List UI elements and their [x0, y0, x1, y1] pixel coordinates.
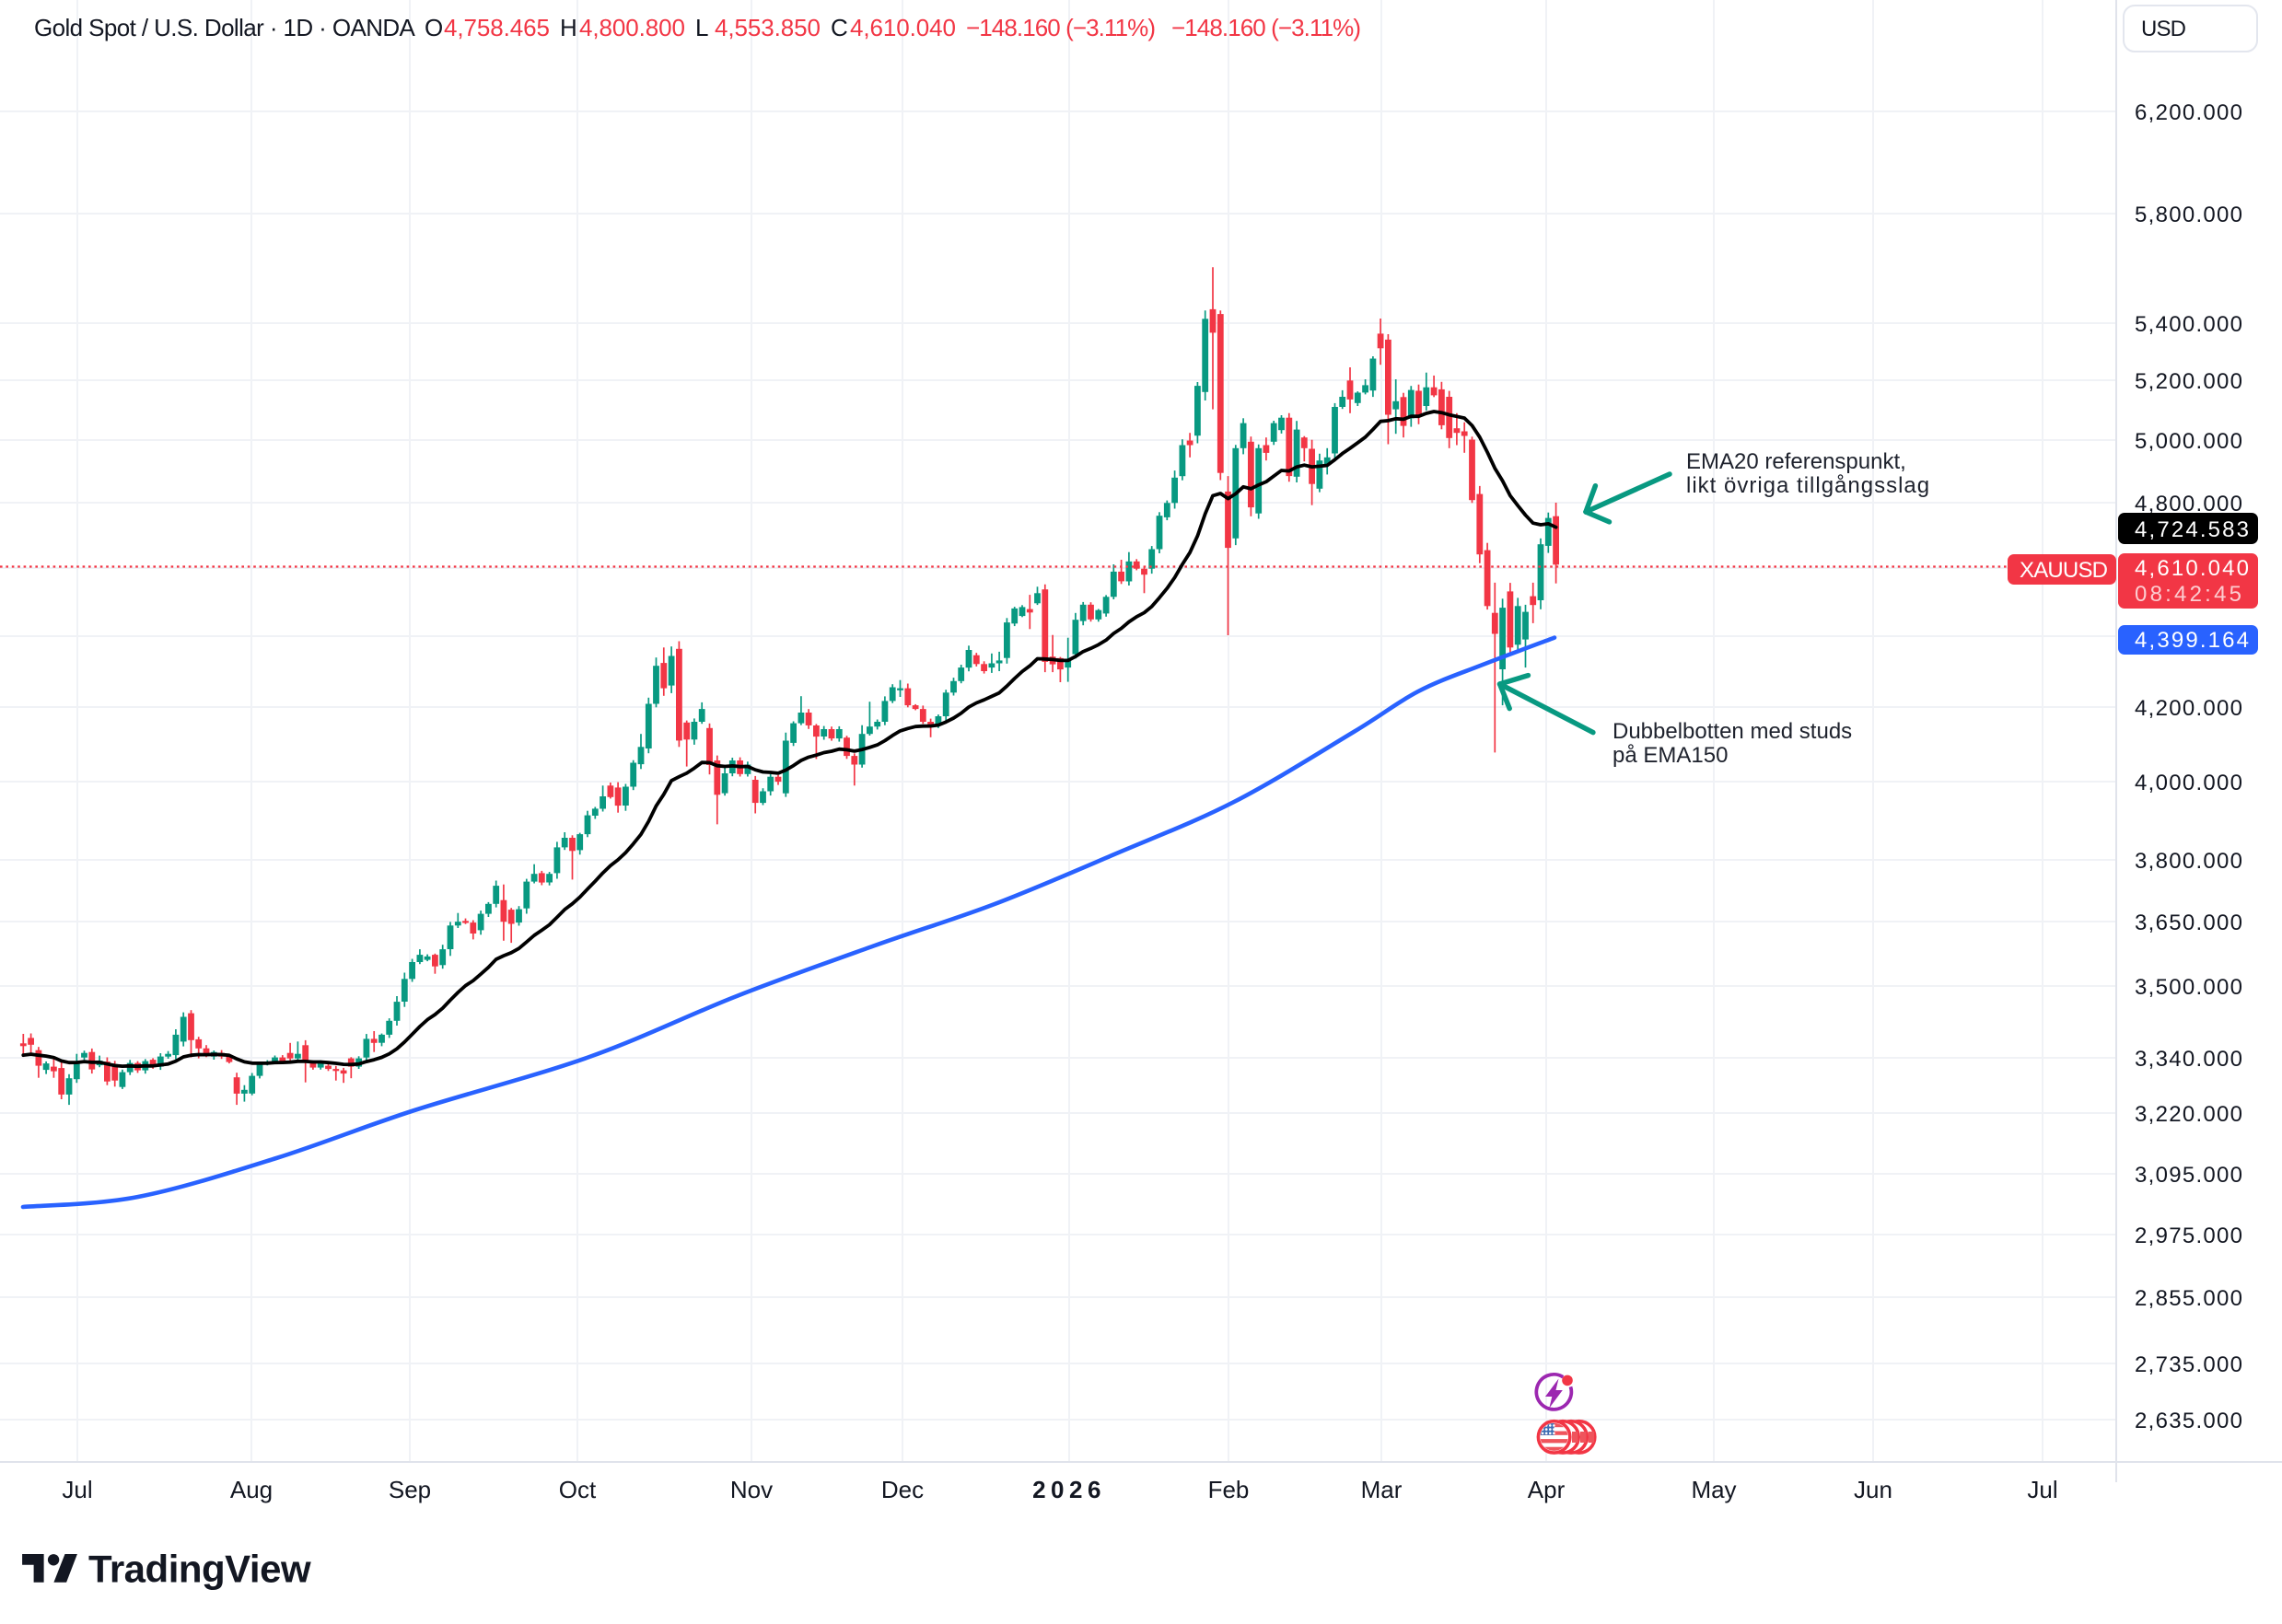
svg-text:Nov: Nov — [730, 1476, 773, 1503]
svg-text:4,800.000: 4,800.000 — [2135, 492, 2242, 516]
svg-text:5,400.000: 5,400.000 — [2135, 312, 2242, 337]
svg-text:USD: USD — [2141, 17, 2186, 41]
svg-text:på EMA150: på EMA150 — [1613, 743, 1728, 768]
svg-text:Apr: Apr — [1528, 1476, 1566, 1503]
svg-text:EMA20 referenspunkt,: EMA20 referenspunkt, — [1686, 449, 1906, 474]
svg-text:2,855.000: 2,855.000 — [2135, 1286, 2242, 1311]
svg-text:4,758.465: 4,758.465 — [444, 14, 550, 41]
svg-text:Dec: Dec — [881, 1476, 924, 1503]
svg-text:Gold Spot / U.S. Dollar · 1D ·: Gold Spot / U.S. Dollar · 1D · OANDA — [34, 14, 416, 41]
svg-text:Dubbelbotten med studs: Dubbelbotten med studs — [1613, 719, 1852, 744]
svg-text:4,610.040: 4,610.040 — [850, 14, 956, 41]
svg-text:O: O — [425, 14, 443, 41]
svg-text:5,000.000: 5,000.000 — [2135, 429, 2242, 454]
svg-text:Oct: Oct — [559, 1476, 597, 1503]
svg-text:TradingView: TradingView — [88, 1548, 311, 1591]
svg-text:5,800.000: 5,800.000 — [2135, 203, 2242, 227]
svg-text:4,553.850: 4,553.850 — [715, 14, 821, 41]
svg-text:likt övriga tillgångsslag: likt övriga tillgångsslag — [1686, 473, 1930, 498]
svg-text:4,200.000: 4,200.000 — [2135, 696, 2242, 721]
svg-text:−148.160 (−3.11%): −148.160 (−3.11%) — [966, 14, 1156, 41]
svg-text:2,975.000: 2,975.000 — [2135, 1224, 2242, 1248]
svg-text:Mar: Mar — [1361, 1476, 1403, 1503]
svg-text:3,220.000: 3,220.000 — [2135, 1102, 2242, 1127]
svg-text:2,735.000: 2,735.000 — [2135, 1352, 2242, 1377]
svg-text:3,650.000: 3,650.000 — [2135, 911, 2242, 935]
svg-text:5,200.000: 5,200.000 — [2135, 369, 2242, 394]
svg-text:Jul: Jul — [2027, 1476, 2057, 1503]
svg-text:H: H — [560, 14, 577, 41]
svg-text:Jul: Jul — [62, 1476, 92, 1503]
svg-text:Sep: Sep — [389, 1476, 431, 1503]
svg-text:C: C — [831, 14, 848, 41]
svg-text:4,610.040: 4,610.040 — [2135, 556, 2249, 581]
svg-text:Feb: Feb — [1208, 1476, 1250, 1503]
svg-text:2,635.000: 2,635.000 — [2135, 1409, 2242, 1433]
svg-text:May: May — [1691, 1476, 1736, 1503]
svg-text:XAUUSD: XAUUSD — [2020, 558, 2108, 583]
svg-text:3,500.000: 3,500.000 — [2135, 975, 2242, 1000]
svg-text:−148.160 (−3.11%): −148.160 (−3.11%) — [1171, 14, 1361, 41]
svg-text:4,724.583: 4,724.583 — [2135, 517, 2249, 542]
svg-text:4,000.000: 4,000.000 — [2135, 771, 2242, 795]
svg-text:3,340.000: 3,340.000 — [2135, 1047, 2242, 1072]
svg-text:3,800.000: 3,800.000 — [2135, 849, 2242, 874]
svg-text:Jun: Jun — [1854, 1476, 1892, 1503]
svg-text:2026: 2026 — [1032, 1476, 1106, 1503]
svg-text:4,800.800: 4,800.800 — [579, 14, 685, 41]
svg-text:L: L — [695, 14, 708, 41]
svg-text:3,095.000: 3,095.000 — [2135, 1163, 2242, 1188]
svg-text:4,399.164: 4,399.164 — [2135, 628, 2249, 653]
svg-text:Aug: Aug — [230, 1476, 273, 1503]
svg-text:6,200.000: 6,200.000 — [2135, 100, 2242, 125]
